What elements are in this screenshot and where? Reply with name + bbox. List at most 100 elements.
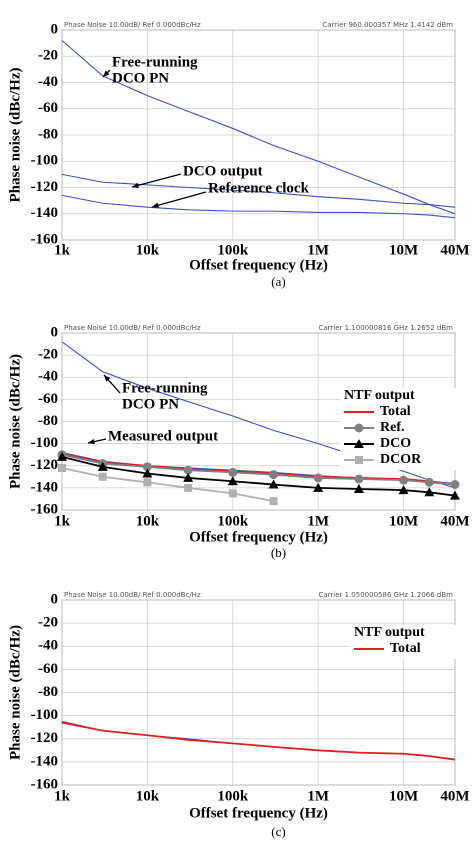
- series-line: [61, 467, 274, 503]
- point-marker: [268, 479, 279, 489]
- y-tick-label: -40: [38, 638, 58, 654]
- y-tick-label: -60: [38, 391, 58, 407]
- x-axis-title: Offset frequency (Hz): [189, 805, 328, 821]
- point-marker: [98, 472, 107, 481]
- caption: (c): [271, 824, 285, 839]
- y-tick-label: -60: [38, 661, 58, 677]
- y-tick-label: -120: [31, 179, 59, 195]
- legend-title: NTF output: [354, 625, 425, 640]
- y-axis-title: Phase noise (dBc/Hz): [7, 354, 23, 489]
- y-tick-label: -80: [38, 413, 58, 429]
- y-tick-label: -140: [31, 205, 59, 221]
- y-tick-label: -20: [38, 615, 58, 631]
- y-tick-label: -100: [31, 153, 59, 169]
- instrument-carrier: Carrier 1.050000586 GHz 1.2066 dBm: [318, 591, 453, 599]
- legend-marker: [355, 456, 363, 464]
- annotation: Reference clock: [208, 180, 310, 196]
- y-tick-label: -120: [31, 730, 59, 746]
- legend-title: NTF output: [344, 388, 415, 403]
- annotation: DCO PN: [112, 70, 169, 86]
- point-marker: [227, 476, 238, 486]
- point-marker: [142, 462, 152, 472]
- legend-label: DCOR: [380, 452, 422, 467]
- caption: (a): [271, 274, 285, 289]
- y-tick-label: -40: [38, 369, 58, 385]
- y-tick-label: -80: [38, 684, 58, 700]
- caption: (b): [271, 545, 286, 560]
- y-tick-label: -100: [31, 435, 59, 451]
- y-tick-label: -100: [31, 707, 59, 723]
- legend-label: DCO: [380, 436, 411, 451]
- instrument-header: Phase Noise 10.00dB/ Ref 0.000dBc/Hz: [64, 324, 201, 332]
- arrow: [151, 191, 207, 208]
- point-marker: [58, 463, 66, 472]
- point-marker: [450, 490, 460, 500]
- legend-marker: [354, 439, 364, 448]
- y-tick-label: -160: [31, 231, 59, 247]
- series-line: [61, 721, 456, 761]
- x-axis-title: Offset frequency (Hz): [189, 257, 328, 273]
- x-tick-label: 10M: [389, 788, 418, 804]
- point-marker: [399, 475, 409, 485]
- y-tick-label: -60: [38, 100, 58, 116]
- x-tick-label: 10M: [389, 242, 418, 258]
- x-tick-label: 100k: [217, 242, 249, 258]
- point-marker: [398, 485, 409, 495]
- y-tick-label: -140: [31, 479, 59, 495]
- point-marker: [142, 468, 153, 478]
- legend-box: [350, 625, 458, 659]
- series-line: [61, 341, 456, 489]
- x-tick-label: 10k: [136, 513, 160, 529]
- instrument-carrier: Carrier 1.100000816 GHz 1.2652 dBm: [318, 324, 453, 332]
- y-tick-label: -160: [31, 776, 59, 792]
- point-marker: [353, 483, 364, 493]
- instrument-carrier: Carrier 960.000357 MHz 1.4142 dBm: [322, 21, 453, 29]
- point-marker: [143, 478, 152, 487]
- arrow-head: [132, 182, 139, 188]
- point-marker: [354, 474, 364, 484]
- x-tick-label: 1M: [307, 513, 329, 529]
- point-marker: [97, 461, 108, 471]
- point-marker: [424, 487, 435, 497]
- point-marker: [183, 465, 193, 475]
- legend-label: Total: [380, 404, 411, 419]
- x-axis-title: Offset frequency (Hz): [189, 529, 328, 545]
- annotation: Free-running: [122, 380, 208, 396]
- arrow-head: [88, 438, 95, 445]
- annotation: DCO PN: [122, 396, 179, 412]
- x-tick-label: 10k: [136, 788, 160, 804]
- x-tick-label: 1k: [54, 788, 71, 804]
- y-tick-label: 0: [51, 21, 59, 37]
- y-axis-title: Phase noise (dBc/Hz): [7, 625, 23, 760]
- annotation: DCO output: [183, 163, 263, 179]
- arrow-head: [103, 70, 110, 77]
- legend-marker: [354, 423, 364, 433]
- arrow-head: [152, 202, 159, 208]
- point-marker: [269, 470, 279, 480]
- point-marker: [57, 451, 67, 461]
- x-tick-label: 100k: [217, 788, 249, 804]
- annotation: Measured output: [108, 428, 218, 444]
- x-tick-label: 10k: [136, 242, 160, 258]
- point-marker: [313, 473, 323, 483]
- arrow-head: [104, 375, 111, 382]
- point-marker: [313, 482, 324, 492]
- point-marker: [450, 480, 460, 490]
- x-tick-label: 1M: [307, 788, 329, 804]
- y-tick-label: 0: [51, 591, 59, 607]
- x-tick-label: 40M: [440, 513, 469, 529]
- legend-label: Total: [390, 641, 421, 656]
- x-tick-label: 40M: [440, 242, 469, 258]
- x-tick-label: 10M: [389, 513, 418, 529]
- y-tick-label: 0: [51, 324, 59, 340]
- x-tick-label: 40M: [440, 788, 469, 804]
- y-tick-label: -140: [31, 753, 59, 769]
- x-tick-label: 100k: [217, 513, 249, 529]
- x-tick-label: 1k: [54, 513, 71, 529]
- legend-label: Ref.: [380, 420, 405, 435]
- point-marker: [183, 472, 194, 482]
- annotation: Free-running: [112, 54, 198, 70]
- x-tick-label: 1M: [307, 242, 329, 258]
- series-line: [61, 194, 456, 219]
